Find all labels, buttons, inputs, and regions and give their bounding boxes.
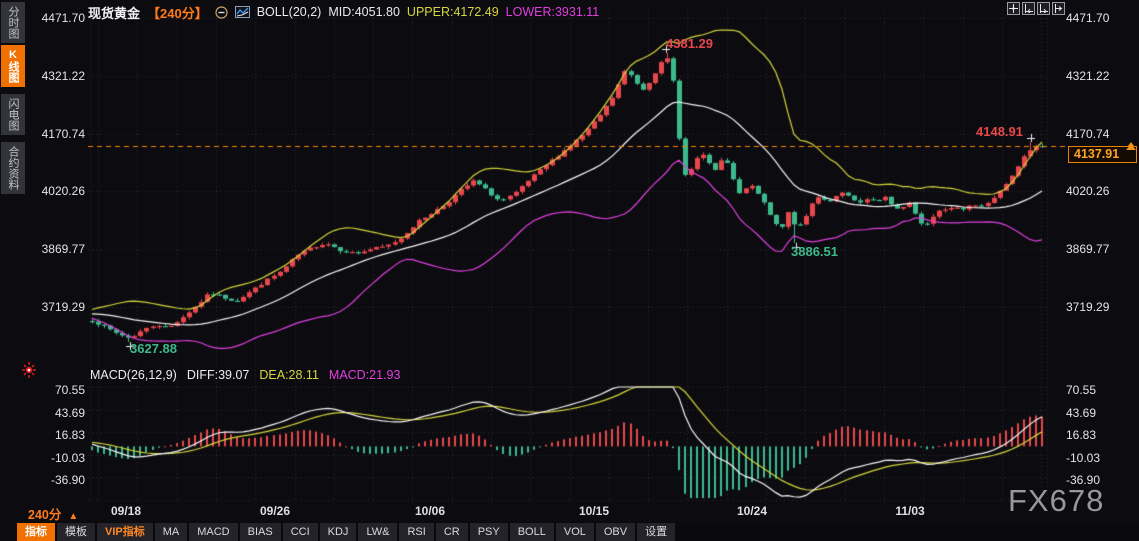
macd-axis-label: 43.69 — [1066, 405, 1097, 420]
symbol-name: 现货黄金 — [88, 5, 141, 21]
x-axis-date: 09/26 — [259, 504, 291, 518]
toolbar-tab-ma[interactable]: MA — [154, 523, 188, 541]
y-axis-label: 3869.77 — [41, 242, 85, 256]
toolbar-tab-boll[interactable]: BOLL — [509, 523, 554, 541]
macd-axis-label: 70.55 — [54, 383, 85, 397]
macd-hist-value: MACD:21.93 — [328, 368, 401, 382]
y-axis-label: 4471.70 — [1066, 11, 1110, 25]
minus-circle-icon[interactable] — [215, 5, 228, 19]
y-axis-label: 4020.26 — [1066, 184, 1110, 198]
macd-diff-value: DIFF:39.07 — [186, 368, 250, 382]
chart-header: 现货黄金 【240分】 BOLL(20,2) MID:4051.80 UPPER… — [88, 4, 600, 21]
toolbar-tab-cci[interactable]: CCI — [282, 523, 318, 541]
macd-name: MACD(26,12,9) — [90, 368, 177, 382]
boll-chart-icon — [234, 6, 250, 18]
session-high-annotation: 4148.91 — [976, 124, 1023, 139]
toolbar-tab-macd[interactable]: MACD — [189, 523, 238, 541]
boll-mid-value: MID:4051.80 — [328, 5, 400, 19]
red-alert-icon — [22, 362, 36, 383]
macd-axis-label: -10.03 — [1066, 450, 1101, 465]
period-text: 240分 — [28, 508, 62, 522]
macd-axis-label: -10.03 — [50, 450, 85, 465]
toolbar-tab-template[interactable]: 模板 — [57, 523, 95, 541]
period-badge: 【240分】 — [147, 5, 208, 21]
toolbar-tab-settings[interactable]: 设置 — [637, 523, 676, 541]
x-axis-date: 09/18 — [110, 504, 142, 518]
toolbar-tab-bias[interactable]: BIAS — [239, 523, 281, 541]
boll-lower-value: LOWER:3931.11 — [505, 5, 600, 19]
toolbar-tab-psy[interactable]: PSY — [469, 523, 508, 541]
period-selector[interactable]: 240分 ▲ — [28, 504, 78, 523]
toolbar-tab-obv[interactable]: OBV — [595, 523, 636, 541]
toolbar-tab-vol[interactable]: VOL — [555, 523, 594, 541]
low-price-annotation: 3886.51 — [791, 244, 838, 259]
x-axis-date: 10/15 — [578, 504, 610, 518]
chart-tool-icons — [1007, 2, 1065, 15]
x-axis-date: 11/03 — [895, 504, 925, 518]
macd-axis-label: -36.90 — [1066, 473, 1101, 487]
boll-upper-value: UPPER:4172.49 — [406, 5, 499, 19]
macd-axis-label: 16.83 — [54, 428, 85, 442]
macd-axis-label: 43.69 — [54, 405, 85, 420]
y-axis-label: 4020.26 — [41, 184, 85, 198]
boll-label: BOLL(20,2) — [256, 5, 322, 19]
macd-header: MACD(26,12,9) DIFF:39.07 DEA:28.11 MACD:… — [90, 368, 400, 382]
toolbar-tab-vip-indicator[interactable]: VIP指标 — [97, 523, 153, 541]
low-price-annotation: 3627.88 — [130, 341, 177, 356]
watermark: FX678 — [1008, 483, 1105, 518]
indicator-toolbar: 指标 模板 VIP指标 MA MACD BIAS CCI KDJ LW& RSI… — [17, 523, 676, 541]
y-axis-label: 4471.70 — [41, 11, 85, 25]
toolbar-tab-rsi[interactable]: RSI — [399, 523, 434, 541]
x-axis-date: 10/06 — [414, 504, 446, 518]
sidebar-tab-kline-chart[interactable]: K线图 — [1, 45, 25, 87]
toolbar-tab-cr[interactable]: CR — [435, 523, 468, 541]
shift-right-icon[interactable] — [1052, 2, 1065, 15]
current-price-tag: 4137.91 — [1068, 146, 1137, 163]
y-axis-label: 3719.29 — [41, 300, 85, 314]
macd-axis-label: 70.55 — [1066, 383, 1097, 397]
crosshair-icon[interactable] — [1007, 2, 1020, 15]
sidebar: 分时图 K线图 闪电图 合约资料 — [0, 0, 27, 541]
macd-axis-label: 16.83 — [1066, 428, 1097, 442]
peak-price-annotation: 4381.29 — [666, 36, 713, 51]
sidebar-tab-time-chart[interactable]: 分时图 — [1, 2, 25, 43]
y-axis-label: 4170.74 — [41, 127, 85, 141]
scale-left-icon[interactable] — [1022, 2, 1035, 15]
x-axis-date: 10/24 — [736, 504, 768, 518]
toolbar-tab-indicator[interactable]: 指标 — [17, 523, 55, 541]
scale-right-icon[interactable] — [1037, 2, 1050, 15]
macd-axis-label: -36.90 — [50, 473, 85, 487]
y-axis-label: 4321.22 — [1066, 69, 1110, 83]
sidebar-tab-contract-info[interactable]: 合约资料 — [1, 142, 25, 194]
toolbar-tab-kdj[interactable]: KDJ — [319, 523, 357, 541]
y-axis-label: 3719.29 — [1066, 300, 1110, 314]
y-axis-label: 3869.77 — [1066, 242, 1110, 256]
y-axis-label: 4170.74 — [1066, 127, 1110, 141]
y-axis-label: 4321.22 — [41, 69, 85, 83]
triangle-up-icon: ▲ — [68, 511, 79, 522]
sidebar-tab-flash-chart[interactable]: 闪电图 — [1, 94, 25, 135]
macd-dea-value: DEA:28.11 — [259, 368, 319, 382]
toolbar-tab-lw[interactable]: LW& — [358, 523, 398, 541]
price-marker-icon — [1124, 138, 1138, 156]
